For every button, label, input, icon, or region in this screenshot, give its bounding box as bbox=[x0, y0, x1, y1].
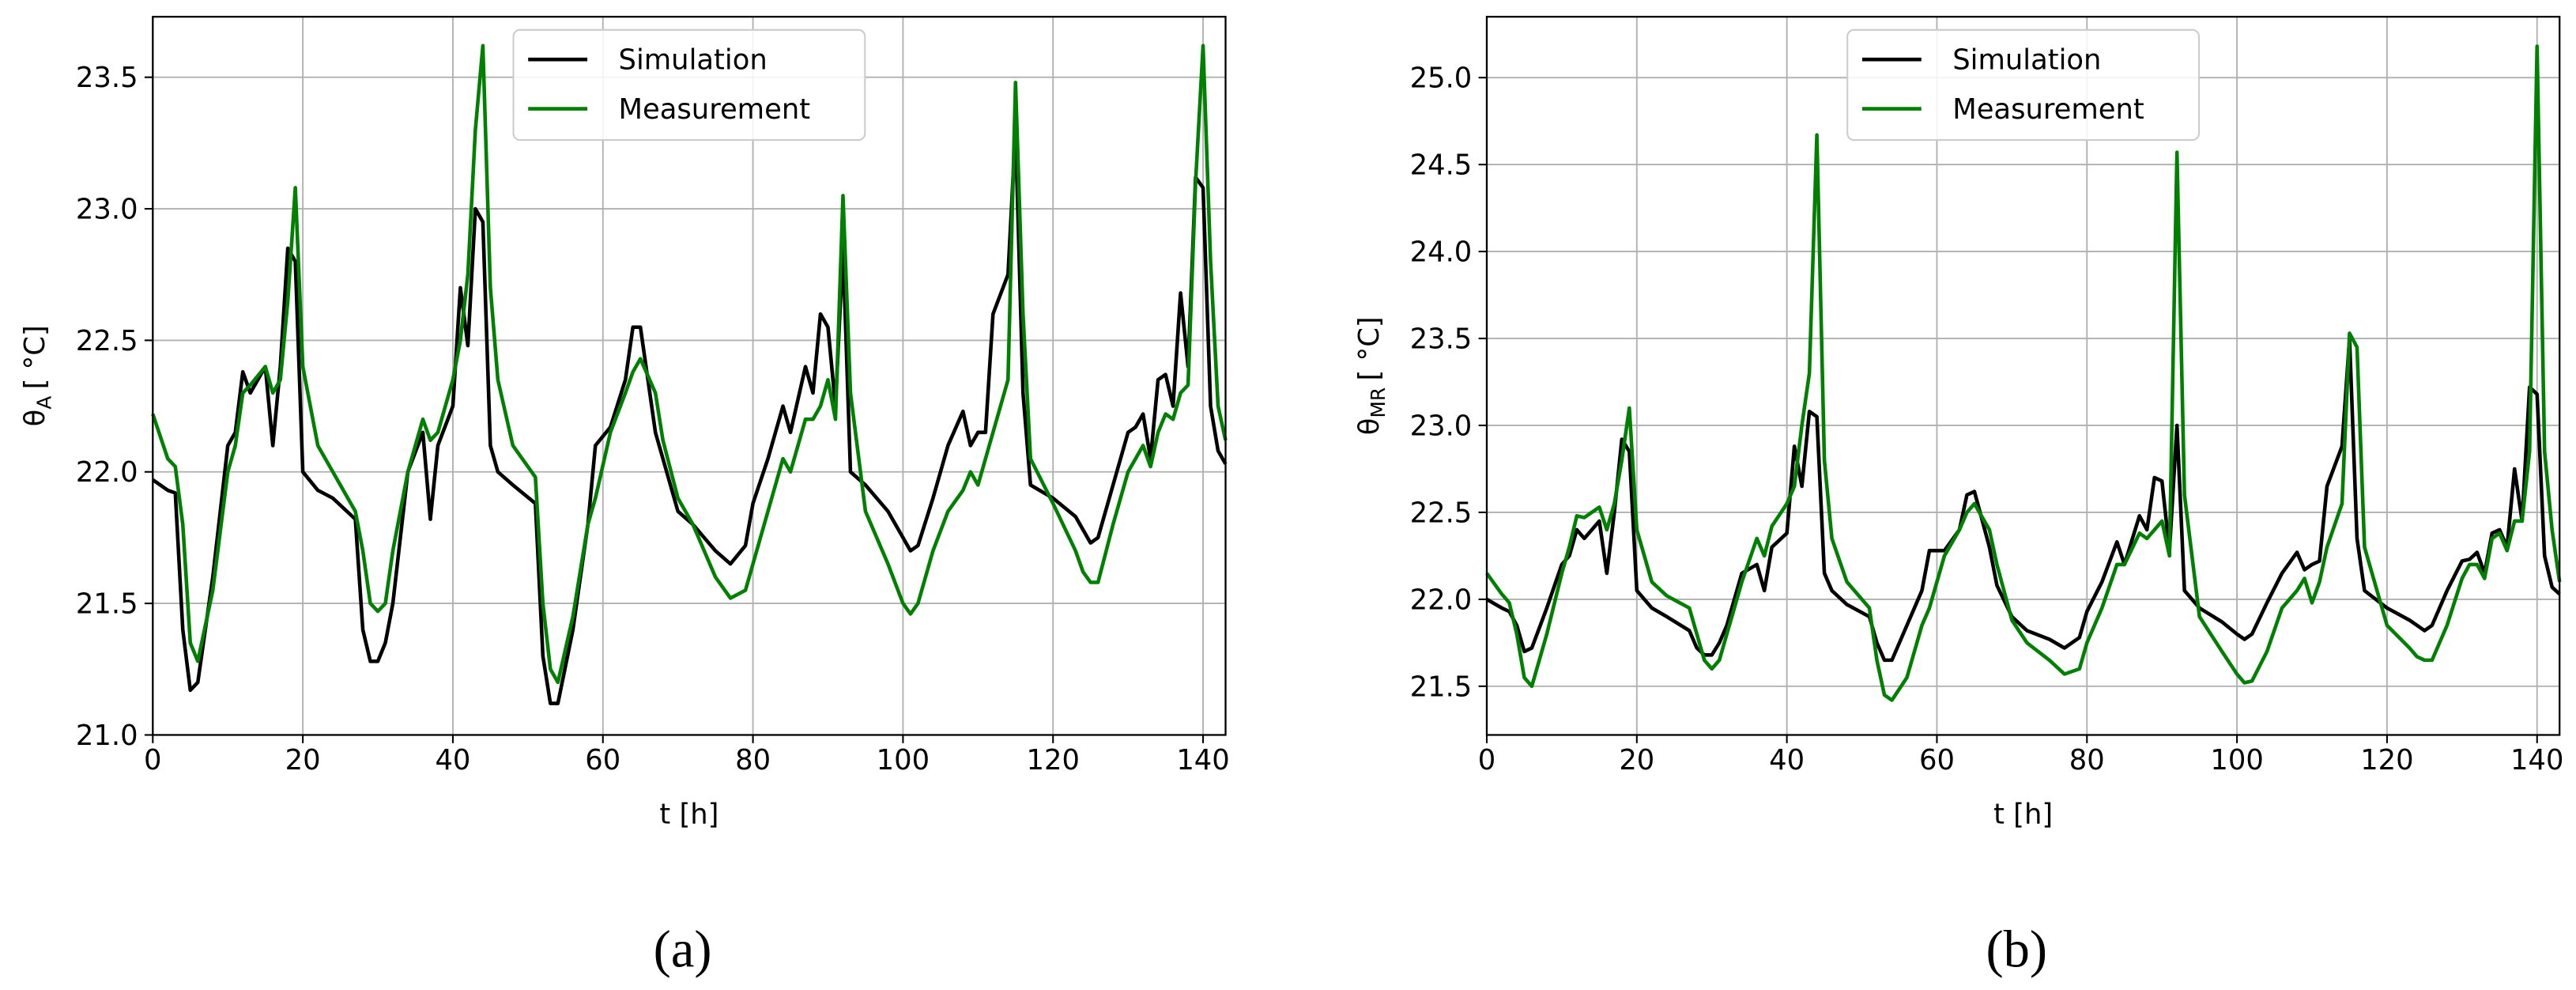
y-axis-label: θA [ °C] bbox=[19, 325, 55, 426]
y-tick-label: 22.0 bbox=[76, 456, 138, 489]
y-label-subscript: A bbox=[32, 396, 55, 410]
y-tick-label: 21.5 bbox=[76, 588, 138, 621]
data-line bbox=[1485, 336, 2561, 663]
legend-label: Simulation bbox=[619, 44, 768, 77]
y-tick-label: 21.0 bbox=[76, 720, 138, 752]
y-label-subscript: MR bbox=[1367, 387, 1390, 418]
x-tick-label: 20 bbox=[285, 744, 321, 777]
y-tick-label: 22.5 bbox=[76, 325, 138, 357]
chart-panel: 0 20 40 60 80 100 120 140 21.0 21.5 22.0 22.5 23.0 23… bbox=[19, 16, 1230, 979]
caption: (b) bbox=[1986, 921, 2048, 979]
x-tick-label: 0 bbox=[144, 744, 161, 777]
x-tick-label: 60 bbox=[1919, 744, 1955, 777]
x-tick-label: 140 bbox=[2510, 744, 2563, 777]
x-tick-label: 80 bbox=[735, 744, 771, 777]
y-label-symbol: θ bbox=[1353, 418, 1386, 436]
legend-label: Simulation bbox=[1952, 44, 2101, 77]
x-tick-label: 120 bbox=[2360, 744, 2413, 777]
x-tick-label: 100 bbox=[2210, 744, 2263, 777]
y-tick-label: 23.5 bbox=[1410, 323, 1473, 356]
y-tick-label: 22.0 bbox=[1410, 584, 1473, 616]
x-axis-label: t [h] bbox=[659, 799, 718, 831]
chart-panel: 0 20 40 60 80 100 120 140 21.5 22.0 22.5 23.0 23.5 24… bbox=[1353, 16, 2563, 979]
x-tick-label: 140 bbox=[1176, 744, 1229, 777]
x-tick-label: 40 bbox=[435, 744, 470, 777]
legend-box bbox=[512, 28, 866, 142]
legend-label: Measurement bbox=[1952, 93, 2144, 126]
x-axis-label: t [h] bbox=[1993, 799, 2053, 831]
y-tick-label: 25.0 bbox=[1410, 62, 1473, 95]
y-tick-label: 23.0 bbox=[1410, 410, 1473, 442]
x-tick-label: 20 bbox=[1619, 744, 1654, 777]
y-tick-label: 22.5 bbox=[1410, 497, 1473, 529]
data-line bbox=[151, 127, 1228, 705]
y-axis-label: θMR [ °C] bbox=[1353, 316, 1390, 435]
data-line bbox=[1485, 44, 2562, 702]
y-tick-label: 21.5 bbox=[1410, 671, 1473, 703]
y-label-unit: [ °C] bbox=[1353, 316, 1386, 380]
x-tick-label: 0 bbox=[1478, 744, 1495, 777]
x-tick-label: 40 bbox=[1769, 744, 1805, 777]
x-tick-label: 60 bbox=[585, 744, 620, 777]
y-label-unit: [ °C] bbox=[19, 325, 51, 389]
axes-frame bbox=[1485, 16, 2561, 736]
legend-box bbox=[1846, 28, 2201, 142]
caption: (a) bbox=[654, 921, 712, 979]
data-line bbox=[151, 43, 1228, 685]
axes-frame bbox=[152, 16, 1227, 736]
x-tick-label: 120 bbox=[1027, 744, 1080, 777]
y-tick-label: 23.0 bbox=[76, 194, 138, 226]
x-tick-label: 80 bbox=[2069, 744, 2105, 777]
y-tick-label: 24.0 bbox=[1410, 236, 1473, 269]
legend-label: Measurement bbox=[619, 93, 811, 126]
y-tick-label: 24.5 bbox=[1410, 149, 1473, 182]
x-tick-label: 100 bbox=[877, 744, 930, 777]
y-label-symbol: θ bbox=[19, 410, 51, 427]
y-tick-label: 23.5 bbox=[76, 62, 138, 94]
